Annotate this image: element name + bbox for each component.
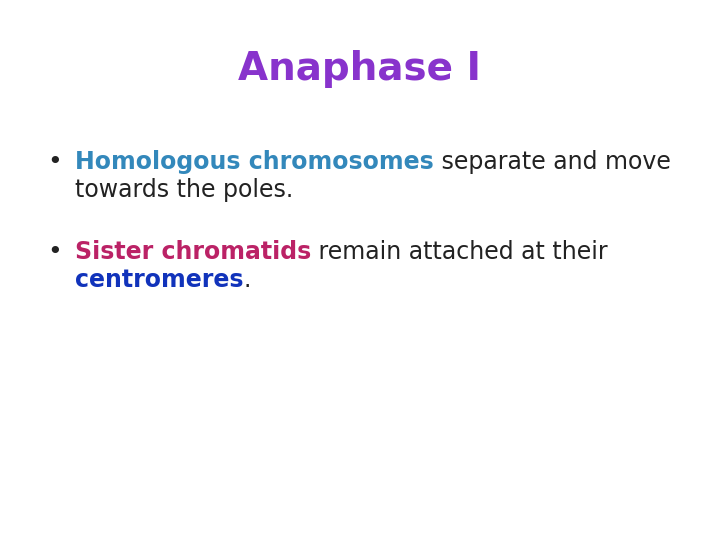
Text: centromeres: centromeres [75,268,243,292]
Text: Sister chromatids: Sister chromatids [75,240,311,264]
Text: towards the poles.: towards the poles. [75,178,293,202]
Text: •: • [48,240,63,264]
Text: remain attached at their: remain attached at their [311,240,608,264]
Text: Anaphase I: Anaphase I [238,50,482,88]
Text: separate and move: separate and move [433,150,670,174]
Text: Homologous chromosomes: Homologous chromosomes [75,150,433,174]
Text: •: • [48,150,63,174]
Text: .: . [243,268,251,292]
